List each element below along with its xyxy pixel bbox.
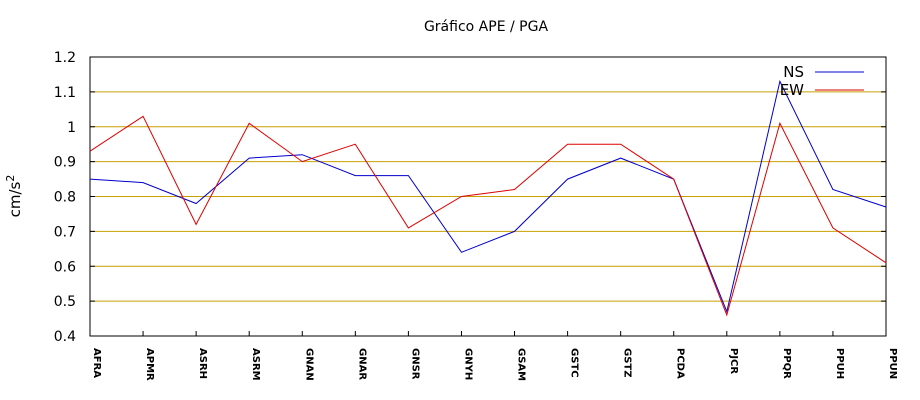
x-tick-label: PCDA — [675, 348, 686, 379]
y-axis-label-exponent: 2 — [4, 175, 17, 182]
x-tick-label: ASRM — [250, 348, 261, 381]
legend-label-ew: EW — [780, 81, 804, 99]
x-tick-label: GNYH — [462, 348, 473, 380]
x-tick-label: ASRH — [197, 348, 208, 379]
y-tick-label: 1.1 — [54, 85, 76, 101]
y-axis-label: cm/s2 — [4, 175, 24, 218]
legend-label-ns: NS — [783, 63, 804, 81]
y-axis-label-unit: cm/s — [6, 181, 24, 217]
x-tick-label: APMR — [144, 348, 155, 381]
x-tick-label: PPUH — [834, 348, 845, 379]
y-tick-label: 1.2 — [54, 50, 76, 66]
y-tick-label: 0.7 — [54, 224, 76, 240]
y-tick-label: 1 — [67, 120, 76, 136]
series-line-ew — [89, 115, 887, 317]
y-tick-label: 0.5 — [54, 294, 76, 310]
series-layer — [89, 79, 887, 317]
chart-title: Gráfico APE / PGA — [424, 19, 548, 35]
grid-layer — [90, 91, 886, 302]
x-tick-label: GNAR — [356, 348, 367, 380]
y-tick-label: 0.8 — [54, 190, 76, 206]
x-tick-label: GNAN — [303, 348, 314, 381]
x-tick-label: GNSR — [409, 348, 420, 380]
x-tick-label: PPQR — [781, 348, 792, 379]
y-tick-label: 0.9 — [54, 155, 76, 171]
x-tick-label: PJCR — [728, 348, 739, 374]
y-tick-label: 0.6 — [54, 259, 76, 275]
x-tick-label: GSTZ — [622, 348, 633, 377]
y-axis: 0.4 0.5 0.6 0.7 0.8 0.9 1 1.1 1.2 — [54, 50, 886, 345]
x-tick-label: AFRA — [91, 348, 102, 378]
x-tick-label: GSAM — [516, 348, 527, 381]
x-axis: AFRA APMR ASRH ASRM GNAN GNAR GNSR GNYH GSAM GSTC… — [89, 331, 898, 381]
x-tick-label: GSTC — [569, 348, 580, 378]
series-line-ns — [89, 79, 887, 314]
y-tick-label: 0.4 — [54, 329, 76, 345]
x-tick-label: PPUN — [887, 348, 898, 379]
